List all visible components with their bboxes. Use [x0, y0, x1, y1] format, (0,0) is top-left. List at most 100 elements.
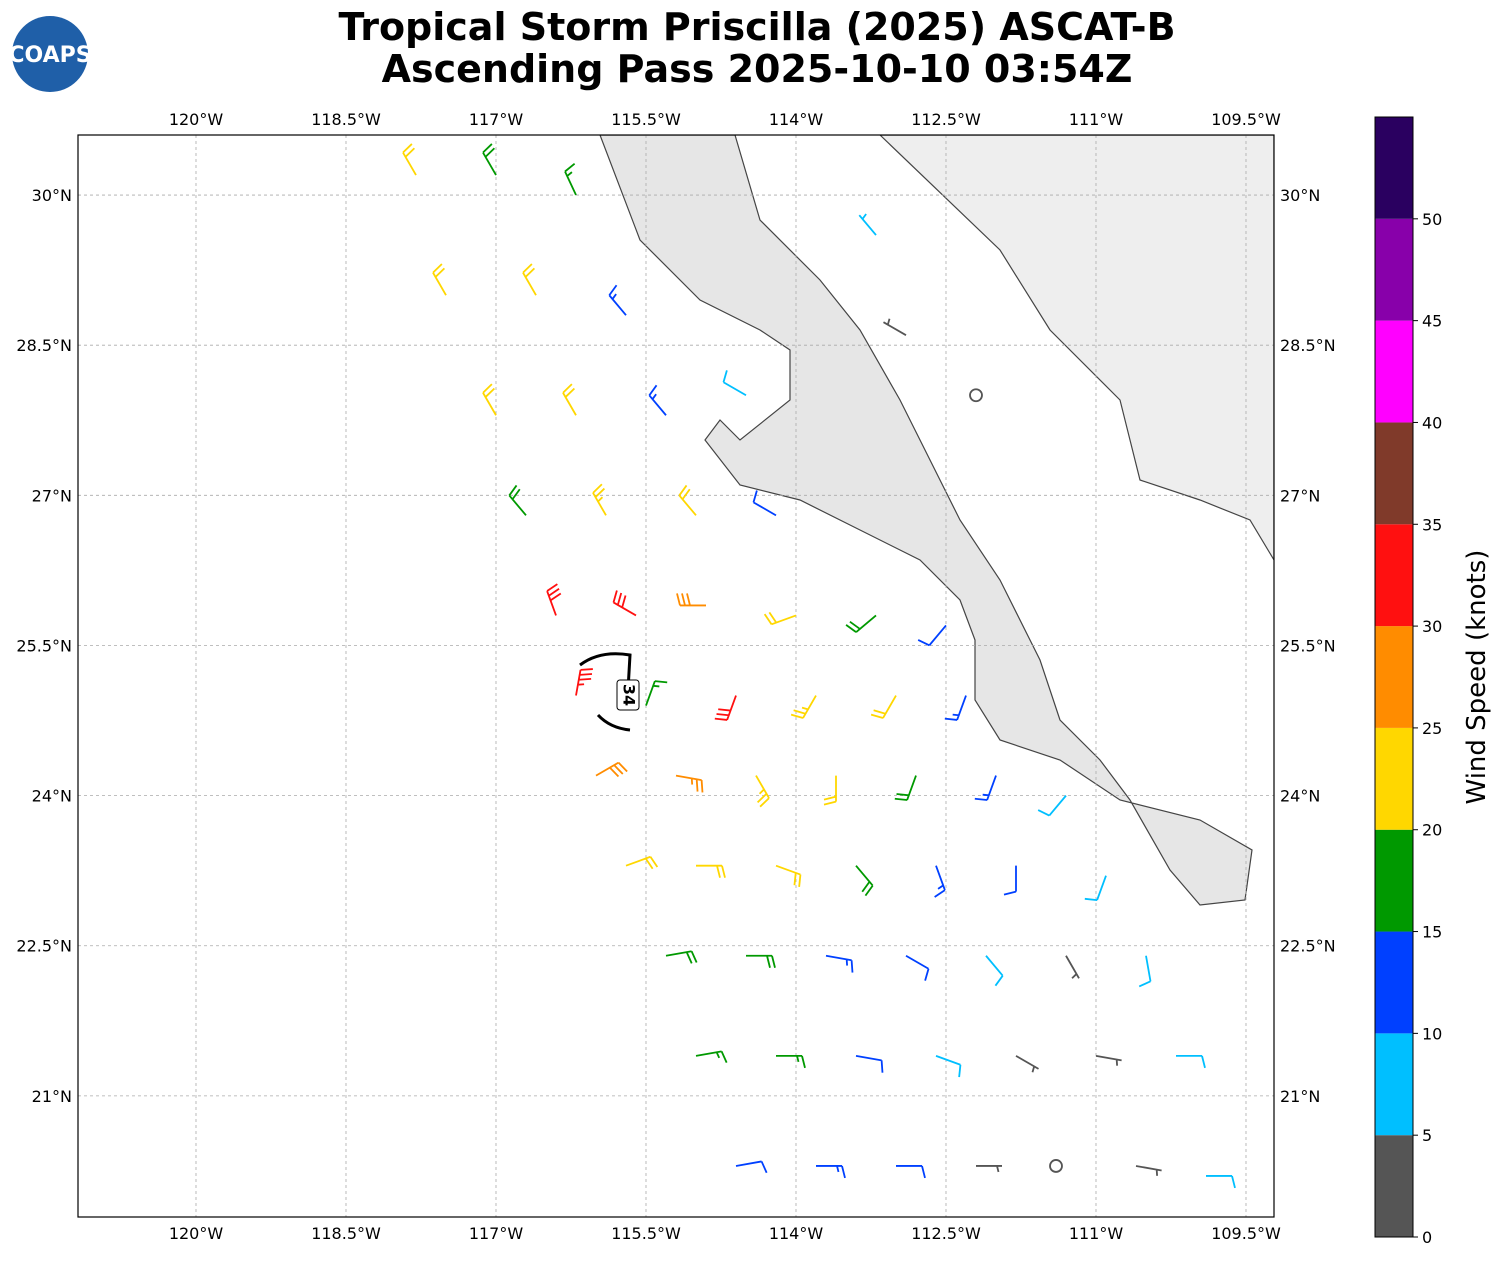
- x-tick-label: 111°W: [1069, 110, 1124, 129]
- colorbar-tick-label: 15: [1422, 923, 1442, 942]
- wind-barb: [1135, 1165, 1162, 1176]
- wind-barb: [816, 1165, 846, 1179]
- colorbar: 0 5 10 15 20 25 30 35 40 45 50: [1374, 116, 1442, 1247]
- wind-barb: [595, 761, 628, 778]
- colorbar-segment: [1375, 218, 1413, 321]
- colorbar-tick-label: 35: [1422, 515, 1442, 534]
- wind-barb: [896, 1165, 926, 1179]
- y-tick-label: 21°N: [1280, 1087, 1320, 1106]
- y-tick-label: 27°N: [32, 486, 72, 505]
- wind-barb: [985, 955, 1004, 987]
- baja-peninsula: [599, 135, 1253, 906]
- wind-barb: [564, 163, 577, 196]
- x-tick-label: 117°W: [469, 1224, 524, 1243]
- wind-barb: [695, 1050, 728, 1063]
- wind-barb: [1037, 795, 1067, 817]
- wind-barb: [678, 484, 697, 516]
- wind-barb: [1015, 1055, 1039, 1073]
- y-tick-label: 22.5°N: [1280, 937, 1336, 956]
- colorbar-tick-label: 20: [1422, 821, 1442, 840]
- x-tick-label: 115.5°W: [611, 1224, 681, 1243]
- wind-barb: [482, 143, 497, 176]
- colorbar-segment: [1375, 422, 1413, 525]
- colorbar-segment: [1375, 1033, 1413, 1136]
- wind-barb: [735, 1160, 768, 1174]
- wind-barb: [612, 590, 637, 617]
- contour-label: 34: [620, 684, 639, 706]
- y-tick-label: 28.5°N: [1280, 336, 1336, 355]
- wind-barb: [1065, 955, 1080, 979]
- calm-barb: [1049, 1159, 1063, 1173]
- wind-barb: [508, 484, 527, 516]
- colorbar-tick-label: 0: [1422, 1228, 1432, 1247]
- y-tick-label: 25.5°N: [1280, 636, 1336, 655]
- grid: [78, 135, 1274, 1217]
- contour-34: 34: [579, 652, 640, 732]
- colorbar-segment: [1375, 829, 1413, 932]
- x-tick-label: 120°W: [169, 1224, 224, 1243]
- x-tick-label: 109.5°W: [1211, 1224, 1281, 1243]
- x-tick-label: 112.5°W: [911, 110, 981, 129]
- y-tick-label: 25.5°N: [16, 636, 72, 655]
- x-tick-label: 118.5°W: [311, 110, 381, 129]
- contour-label-box: [616, 679, 640, 711]
- y-tick-label: 30°N: [1280, 186, 1320, 205]
- colorbar-frame: [1374, 116, 1414, 1238]
- wind-barb: [562, 383, 577, 416]
- wind-barb: [894, 775, 917, 801]
- wind-barb: [675, 774, 704, 793]
- wind-barb: [976, 1165, 1002, 1173]
- barbs: [402, 143, 1236, 1189]
- wind-barb: [870, 695, 897, 719]
- wind-barb: [855, 1054, 884, 1073]
- colorbar-tick-label: 45: [1422, 312, 1442, 331]
- x-tick-label: 114°W: [769, 110, 824, 129]
- y-tick-label: 30°N: [32, 186, 72, 205]
- title-line: Tropical Storm Priscilla (2025) ASCAT-B: [338, 5, 1175, 49]
- x-tick-label: 111°W: [1069, 1224, 1124, 1243]
- wind-barb: [696, 864, 726, 878]
- wind-barb: [1003, 865, 1017, 896]
- wind-barb: [752, 490, 777, 517]
- wind-barb: [944, 695, 967, 721]
- calm-barb: [969, 388, 983, 403]
- colorbar-tick-label: 10: [1422, 1024, 1442, 1043]
- wind-barb: [917, 624, 947, 647]
- wind-barb: [776, 1054, 806, 1069]
- x-tick-label: 120°W: [169, 110, 224, 129]
- wind-barb: [714, 695, 737, 721]
- colorbar-segment: [1375, 117, 1413, 219]
- wind-barb: [883, 318, 907, 336]
- wind-barb: [645, 680, 668, 706]
- map-frame: [77, 134, 1275, 1218]
- colorbar-tick-label: 30: [1422, 617, 1442, 636]
- wind-barb: [790, 695, 817, 719]
- wind-barb: [648, 384, 667, 416]
- y-tick-label: 21°N: [32, 1087, 72, 1106]
- wind-barb: [905, 954, 930, 981]
- wind-barb: [755, 775, 770, 808]
- colorbar-label: Wind Speed (knots): [1462, 550, 1492, 805]
- y-tick-label: 28.5°N: [16, 336, 72, 355]
- land: [599, 135, 1274, 906]
- colorbar-tick-label: 25: [1422, 719, 1442, 738]
- wind-barb: [546, 583, 562, 616]
- colorbar-segment: [1375, 1135, 1413, 1237]
- colorbar-segment: [1375, 320, 1413, 423]
- colorbar-segment: [1375, 626, 1413, 728]
- colorbar-segment: [1375, 524, 1413, 627]
- wind-barb: [522, 263, 537, 296]
- y-tick-label: 27°N: [1280, 486, 1320, 505]
- x-tick-label: 118.5°W: [311, 1224, 381, 1243]
- colorbar-segment: [1375, 727, 1413, 830]
- wind-barb: [845, 614, 877, 633]
- wind-barb: [1206, 1175, 1236, 1189]
- mainland: [879, 135, 1274, 562]
- y-tick-label: 24°N: [32, 787, 72, 806]
- wind-barb: [608, 284, 627, 316]
- wind-barb: [592, 483, 607, 516]
- x-tick-label: 115.5°W: [611, 110, 681, 129]
- wind-barb: [1176, 1054, 1206, 1069]
- x-tick-label: 112.5°W: [911, 1224, 981, 1243]
